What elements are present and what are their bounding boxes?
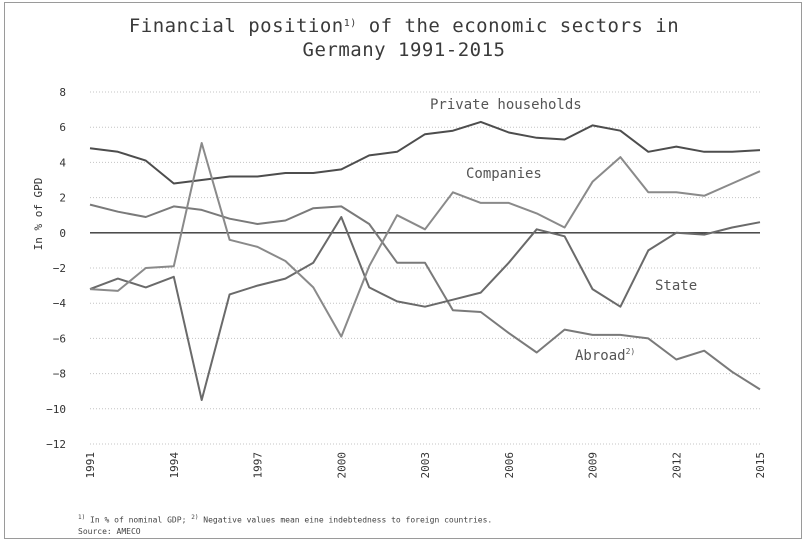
footnote-mark-1: 1) (78, 514, 86, 521)
y-tick-label: −8 (53, 368, 66, 381)
footnote-source: Source: AMECO (78, 526, 141, 536)
y-tick-label: −4 (53, 297, 67, 310)
title-footnote-mark: 1) (343, 18, 357, 29)
grid-layer (90, 91, 760, 445)
x-tick-label: 1997 (252, 452, 265, 479)
series-line-private-households (89, 120, 761, 185)
y-axis-label: In % of GPD (32, 178, 45, 251)
title-text-post: of the economic sectors in (356, 15, 680, 37)
x-tick-label: 2006 (503, 452, 516, 479)
series-line-abroad (89, 142, 761, 338)
y-tick-label: 6 (59, 121, 66, 134)
chart-title-line2: Germany 1991-2015 (302, 39, 506, 61)
y-tick-label: 4 (59, 156, 66, 169)
title-text-pre: Financial position (128, 15, 344, 37)
footnote: 1) In % of nominal GDP; 2) Negative valu… (78, 512, 778, 537)
x-tick-label: 2000 (335, 452, 348, 479)
x-tick-label: 1994 (168, 452, 181, 479)
series-label-state: State (655, 278, 697, 294)
x-tick-label: 2009 (587, 452, 600, 479)
series-line-state (89, 216, 761, 401)
axis-layer: 8 6 4 2 0 −2 −4 −6 −8 −10 −12 1991 1994 1997 2000 2003 2… (32, 86, 767, 479)
footnote-text-1: In % of nominal GDP; (85, 515, 192, 525)
series-line-companies (89, 203, 761, 391)
series-layer (89, 120, 761, 401)
y-tick-label: 8 (59, 86, 66, 99)
x-tick-label: 2015 (754, 452, 767, 479)
y-tick-label: 0 (59, 227, 66, 240)
series-label-sup: 2) (626, 347, 636, 356)
footnote-text-2: Negative values mean eine indebtedness t… (198, 515, 493, 525)
y-tick-label: −2 (53, 262, 66, 275)
footnote-line1: 1) In % of nominal GDP; 2) Negative valu… (78, 512, 778, 526)
chart-title: Financial position1) of the economic sec… (0, 14, 808, 62)
x-tick-label: 1991 (84, 452, 97, 479)
series-label-companies: Companies (466, 166, 542, 182)
chart-title-line1: Financial position1) of the economic sec… (0, 14, 808, 38)
y-tick-label: −12 (46, 438, 66, 451)
series-label-private-households: Private households (430, 97, 582, 113)
y-tick-label: −10 (46, 403, 66, 416)
label-layer: Private households Companies State Abroad2) (430, 97, 697, 364)
x-tick-label: 2003 (419, 452, 432, 479)
y-tick-label: 2 (59, 192, 66, 205)
y-tick-label: −6 (53, 332, 66, 345)
series-label-abroad: Abroad2) (575, 347, 635, 364)
x-tick-label: 2012 (670, 452, 683, 479)
footnote-mark-2: 2) (191, 514, 199, 521)
